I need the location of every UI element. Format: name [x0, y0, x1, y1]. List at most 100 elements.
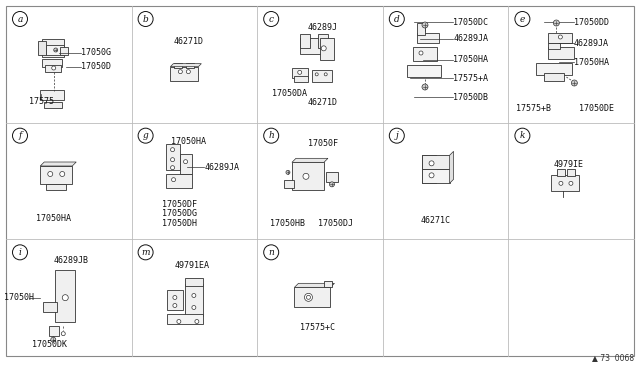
Bar — [45, 65, 61, 72]
Text: f: f — [19, 131, 22, 140]
Text: 17050DD: 17050DD — [573, 18, 609, 27]
Circle shape — [429, 161, 434, 166]
Circle shape — [307, 295, 310, 299]
Bar — [551, 175, 579, 191]
Circle shape — [172, 178, 175, 182]
Bar — [46, 184, 67, 190]
Text: 17050F: 17050F — [307, 139, 337, 148]
Bar — [40, 166, 72, 184]
Circle shape — [572, 80, 577, 86]
Bar — [292, 162, 324, 190]
Bar — [557, 169, 565, 176]
Bar — [545, 73, 564, 81]
Text: 17050DC: 17050DC — [453, 18, 488, 27]
Text: 17050H: 17050H — [4, 293, 33, 302]
Bar — [294, 287, 330, 307]
Bar — [548, 47, 574, 59]
Bar — [42, 59, 61, 67]
Text: ▲ 73  0068: ▲ 73 0068 — [592, 353, 634, 362]
Text: 17050HA: 17050HA — [453, 55, 488, 64]
Circle shape — [170, 166, 175, 170]
Polygon shape — [294, 283, 335, 287]
Bar — [407, 65, 441, 77]
Circle shape — [52, 66, 56, 70]
Bar — [312, 70, 332, 82]
Text: k: k — [520, 131, 525, 140]
Circle shape — [305, 294, 312, 301]
Bar — [166, 144, 180, 170]
Bar — [186, 62, 195, 68]
Bar — [49, 326, 60, 336]
Bar — [422, 155, 449, 169]
Bar — [166, 174, 191, 187]
Circle shape — [177, 320, 181, 324]
Text: 17050DH: 17050DH — [162, 218, 197, 228]
Circle shape — [170, 158, 175, 162]
Text: d: d — [394, 15, 399, 23]
Circle shape — [559, 181, 563, 185]
Text: g: g — [143, 131, 148, 140]
Text: 17050HA: 17050HA — [171, 137, 205, 146]
Text: a: a — [17, 15, 22, 23]
Bar — [300, 34, 310, 48]
Text: h: h — [268, 131, 274, 140]
Bar — [548, 43, 561, 49]
Bar — [44, 102, 61, 108]
Bar — [417, 23, 425, 35]
Text: e: e — [520, 15, 525, 23]
Text: i: i — [19, 248, 21, 257]
Polygon shape — [449, 151, 454, 183]
Text: 49791EA: 49791EA — [174, 260, 209, 269]
Circle shape — [330, 182, 335, 187]
Bar — [45, 45, 64, 55]
Bar — [44, 302, 57, 312]
Text: 17050HB: 17050HB — [270, 218, 305, 228]
Bar — [320, 38, 333, 60]
Circle shape — [569, 181, 573, 185]
Circle shape — [419, 51, 423, 55]
Circle shape — [558, 35, 563, 39]
Bar — [174, 62, 182, 68]
Text: 17050G: 17050G — [81, 48, 111, 57]
Bar — [40, 90, 64, 100]
Text: 46289JA: 46289JA — [573, 39, 609, 48]
Circle shape — [170, 148, 175, 152]
Circle shape — [60, 171, 65, 176]
Text: 17575: 17575 — [29, 97, 54, 106]
Text: n: n — [268, 248, 274, 257]
Text: 17575+C: 17575+C — [300, 324, 335, 333]
Text: 17050DJ: 17050DJ — [317, 218, 353, 228]
Circle shape — [186, 70, 190, 74]
Circle shape — [303, 173, 309, 179]
Text: 17050DG: 17050DG — [162, 209, 197, 218]
Bar — [317, 34, 328, 48]
Circle shape — [51, 337, 56, 342]
Circle shape — [286, 170, 290, 174]
Bar — [422, 155, 436, 183]
Text: b: b — [143, 15, 148, 23]
Bar — [422, 169, 449, 183]
Circle shape — [429, 173, 434, 178]
Text: 46271C: 46271C — [420, 216, 451, 225]
Circle shape — [298, 70, 301, 74]
Bar — [185, 278, 203, 285]
Bar — [294, 76, 308, 82]
Bar — [292, 68, 308, 78]
Bar — [284, 180, 294, 188]
Bar — [60, 47, 68, 55]
Circle shape — [48, 171, 52, 176]
Text: 17050HA: 17050HA — [573, 58, 609, 67]
Bar — [167, 314, 203, 324]
Polygon shape — [292, 158, 328, 162]
Bar — [55, 270, 76, 322]
Circle shape — [54, 48, 58, 52]
Text: 17575+B: 17575+B — [516, 104, 551, 113]
Text: j: j — [396, 131, 398, 140]
Circle shape — [324, 73, 327, 76]
Text: 17050D: 17050D — [81, 62, 111, 71]
Text: 46289J: 46289J — [307, 22, 337, 32]
Text: 17050DA: 17050DA — [273, 89, 307, 98]
Bar — [170, 67, 198, 81]
Bar — [326, 172, 338, 182]
Bar — [417, 33, 439, 43]
